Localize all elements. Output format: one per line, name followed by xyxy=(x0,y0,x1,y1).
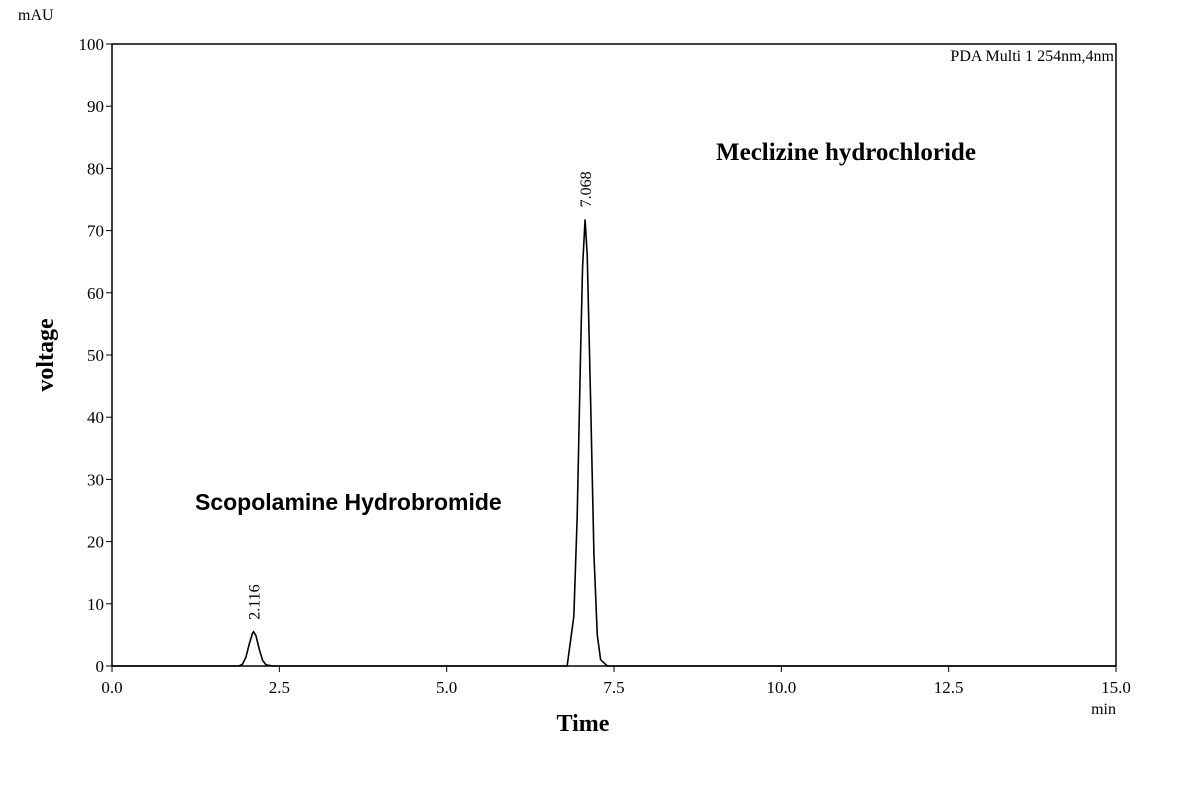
x-tick-label: 2.5 xyxy=(269,678,290,697)
peak-label: 7.068 xyxy=(578,171,595,207)
plot-frame xyxy=(111,43,1117,667)
y-tick-label: 80 xyxy=(87,159,104,178)
y-tick-label: 70 xyxy=(87,222,104,241)
y-tick-label: 60 xyxy=(87,284,104,303)
y-axis-label: voltage xyxy=(33,318,59,392)
y-tick-label: 10 xyxy=(87,595,104,614)
y-tick-label: 40 xyxy=(87,408,104,427)
peak-label: 2.116 xyxy=(247,584,264,619)
x-tick-label: 10.0 xyxy=(766,678,796,697)
x-tick-label: 15.0 xyxy=(1101,678,1131,697)
y-tick-label: 90 xyxy=(87,97,104,116)
x-unit: min xyxy=(1091,701,1116,718)
annotation: Scopolamine Hydrobromide xyxy=(195,489,502,515)
y-tick-label: 100 xyxy=(79,35,105,54)
legend-label: PDA Multi 1 254nm,4nm xyxy=(950,48,1114,65)
x-tick-label: 7.5 xyxy=(603,678,624,697)
x-axis-label: Time xyxy=(557,711,610,737)
y-tick-label: 0 xyxy=(96,657,105,676)
annotation: Meclizine hydrochloride xyxy=(716,139,976,166)
chromatogram-line xyxy=(112,219,1116,667)
y-tick-label: 30 xyxy=(87,470,104,489)
x-tick-label: 12.5 xyxy=(934,678,964,697)
y-tick-label: 50 xyxy=(87,346,104,365)
y-unit: mAU xyxy=(18,7,54,24)
x-tick-label: 5.0 xyxy=(436,678,457,697)
y-tick-label: 20 xyxy=(87,533,104,552)
x-tick-label: 0.0 xyxy=(101,678,122,697)
